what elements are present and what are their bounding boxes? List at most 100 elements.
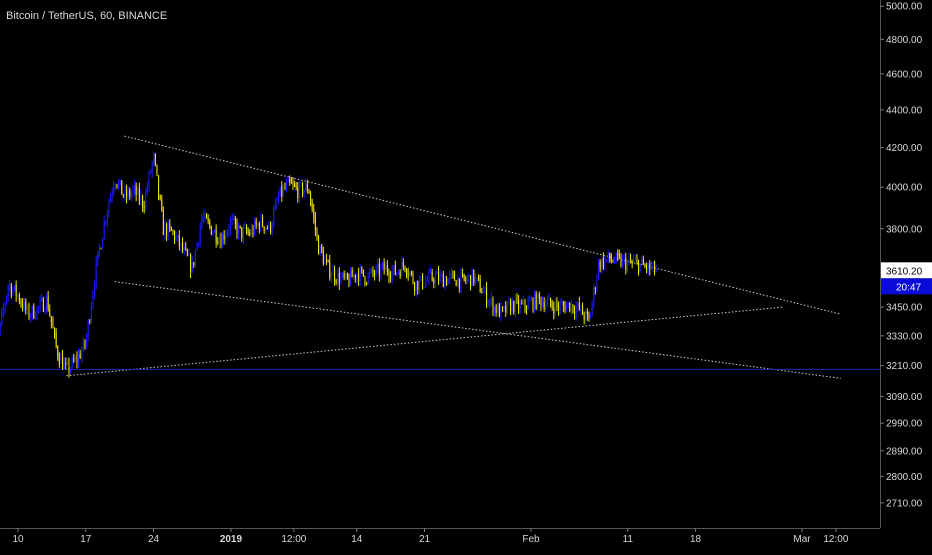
candle-body-89 <box>130 193 132 197</box>
price-tick-label-8: 3450.00 <box>886 303 923 314</box>
candle-body-147 <box>223 234 225 240</box>
candle-body-228 <box>353 274 355 278</box>
candle-body-160 <box>244 227 246 229</box>
candle-body-8 <box>1 311 3 323</box>
candle-body-117 <box>175 236 177 241</box>
candle-body-407 <box>639 263 641 273</box>
trendline-1 <box>124 135 841 315</box>
candle-body-46 <box>62 355 64 369</box>
time-axis[interactable]: 10 17 24 2019 12:00 14 21 Feb 11 18 Mar 12:00 <box>0 528 880 545</box>
candle-body-44 <box>58 357 60 364</box>
candle-body-410 <box>644 264 646 267</box>
candle-body-334 <box>522 299 524 304</box>
candle-body-52 <box>71 358 73 368</box>
candle-body-111 <box>166 224 168 237</box>
candle-body-217 <box>335 280 337 283</box>
candle-body-113 <box>169 223 171 228</box>
candle-body-295 <box>460 273 462 289</box>
candle-body-136 <box>206 214 208 219</box>
candle-body-255 <box>396 272 398 275</box>
last-price-label: 3610.20 <box>886 266 923 277</box>
candle-body-144 <box>218 238 220 244</box>
candle-body-79 <box>114 184 116 188</box>
candle-body-358 <box>561 303 563 305</box>
candle-body-166 <box>254 221 256 235</box>
price-tick-label-2: 4600.00 <box>886 69 923 80</box>
candle-body-206 <box>318 236 320 255</box>
candle-body-282 <box>439 274 441 281</box>
candle-body-290 <box>452 272 454 274</box>
candle-body-219 <box>338 272 340 284</box>
candle-body-55 <box>76 357 78 363</box>
candle-body-51 <box>70 367 72 373</box>
candle-body-23 <box>25 301 27 311</box>
candle-body-274 <box>426 280 428 282</box>
candle-body-205 <box>316 229 318 237</box>
candle-body-47 <box>63 362 65 369</box>
candle-body-277 <box>431 271 433 280</box>
candle-body-248 <box>385 265 387 270</box>
candle-body-176 <box>270 222 272 232</box>
candle-body-404 <box>634 259 636 261</box>
candle-body-305 <box>476 277 478 279</box>
candle-body-42 <box>55 332 57 347</box>
candle-body-371 <box>582 305 584 315</box>
price-axis[interactable]: 5000.00 4800.00 4600.00 4400.00 4200.00 4000.… <box>880 0 923 528</box>
candle-body-104 <box>154 153 156 165</box>
candle-body-167 <box>255 221 257 225</box>
candle-body-168 <box>257 223 259 225</box>
candle-body-323 <box>505 306 507 313</box>
candle-body-336 <box>526 307 528 310</box>
candle-body-118 <box>177 235 179 237</box>
candle-body-146 <box>222 234 224 248</box>
candle-body-148 <box>225 235 227 240</box>
candle-body-370 <box>580 305 582 310</box>
candle-body-278 <box>433 279 435 284</box>
candle-body-406 <box>638 260 640 273</box>
candle-body-83 <box>121 180 123 195</box>
candle-body-285 <box>444 279 446 288</box>
candle-body-330 <box>516 298 518 300</box>
price-tick-label-15: 2710.00 <box>886 498 923 509</box>
candle-body-340 <box>532 298 534 310</box>
candle-body-84 <box>122 194 124 197</box>
candle-body-73 <box>105 221 107 223</box>
candle-body-189 <box>290 181 292 184</box>
candle-body-211 <box>326 259 328 261</box>
candle-body-41 <box>54 328 56 333</box>
candle-body-119 <box>178 235 180 247</box>
candle-body-229 <box>354 274 356 279</box>
candle-body-414 <box>650 266 652 270</box>
candle-body-258 <box>401 261 403 277</box>
candle-body-142 <box>215 229 217 242</box>
candle-body-247 <box>383 263 385 270</box>
candle-body-209 <box>322 251 324 264</box>
candle-body-69 <box>98 248 100 252</box>
candle-body-392 <box>615 253 617 262</box>
candle-body-399 <box>626 261 628 271</box>
candle-body-409 <box>642 259 644 265</box>
candle-body-270 <box>420 275 422 280</box>
time-tick-label-1: 17 <box>80 534 92 545</box>
candle-body-101 <box>150 172 152 174</box>
candle-body-123 <box>185 247 187 250</box>
candle-body-65 <box>92 294 94 307</box>
candle-body-364 <box>570 304 572 312</box>
candle-body-304 <box>474 277 476 283</box>
candle-body-54 <box>74 357 76 361</box>
candle-body-32 <box>39 300 41 307</box>
candle-body-56 <box>78 353 80 363</box>
candle-body-260 <box>404 266 406 270</box>
candle-body-150 <box>228 229 230 232</box>
candle-body-382 <box>599 261 601 270</box>
candle-body-376 <box>590 314 592 319</box>
candle-body-15 <box>12 289 14 295</box>
price-tick-label-10: 3210.00 <box>886 361 923 372</box>
candle-body-276 <box>430 271 432 273</box>
time-tick-label-5: 14 <box>351 534 363 545</box>
candle-body-86 <box>126 190 128 198</box>
candle-body-198 <box>305 183 307 191</box>
candle-body-93 <box>137 188 139 195</box>
